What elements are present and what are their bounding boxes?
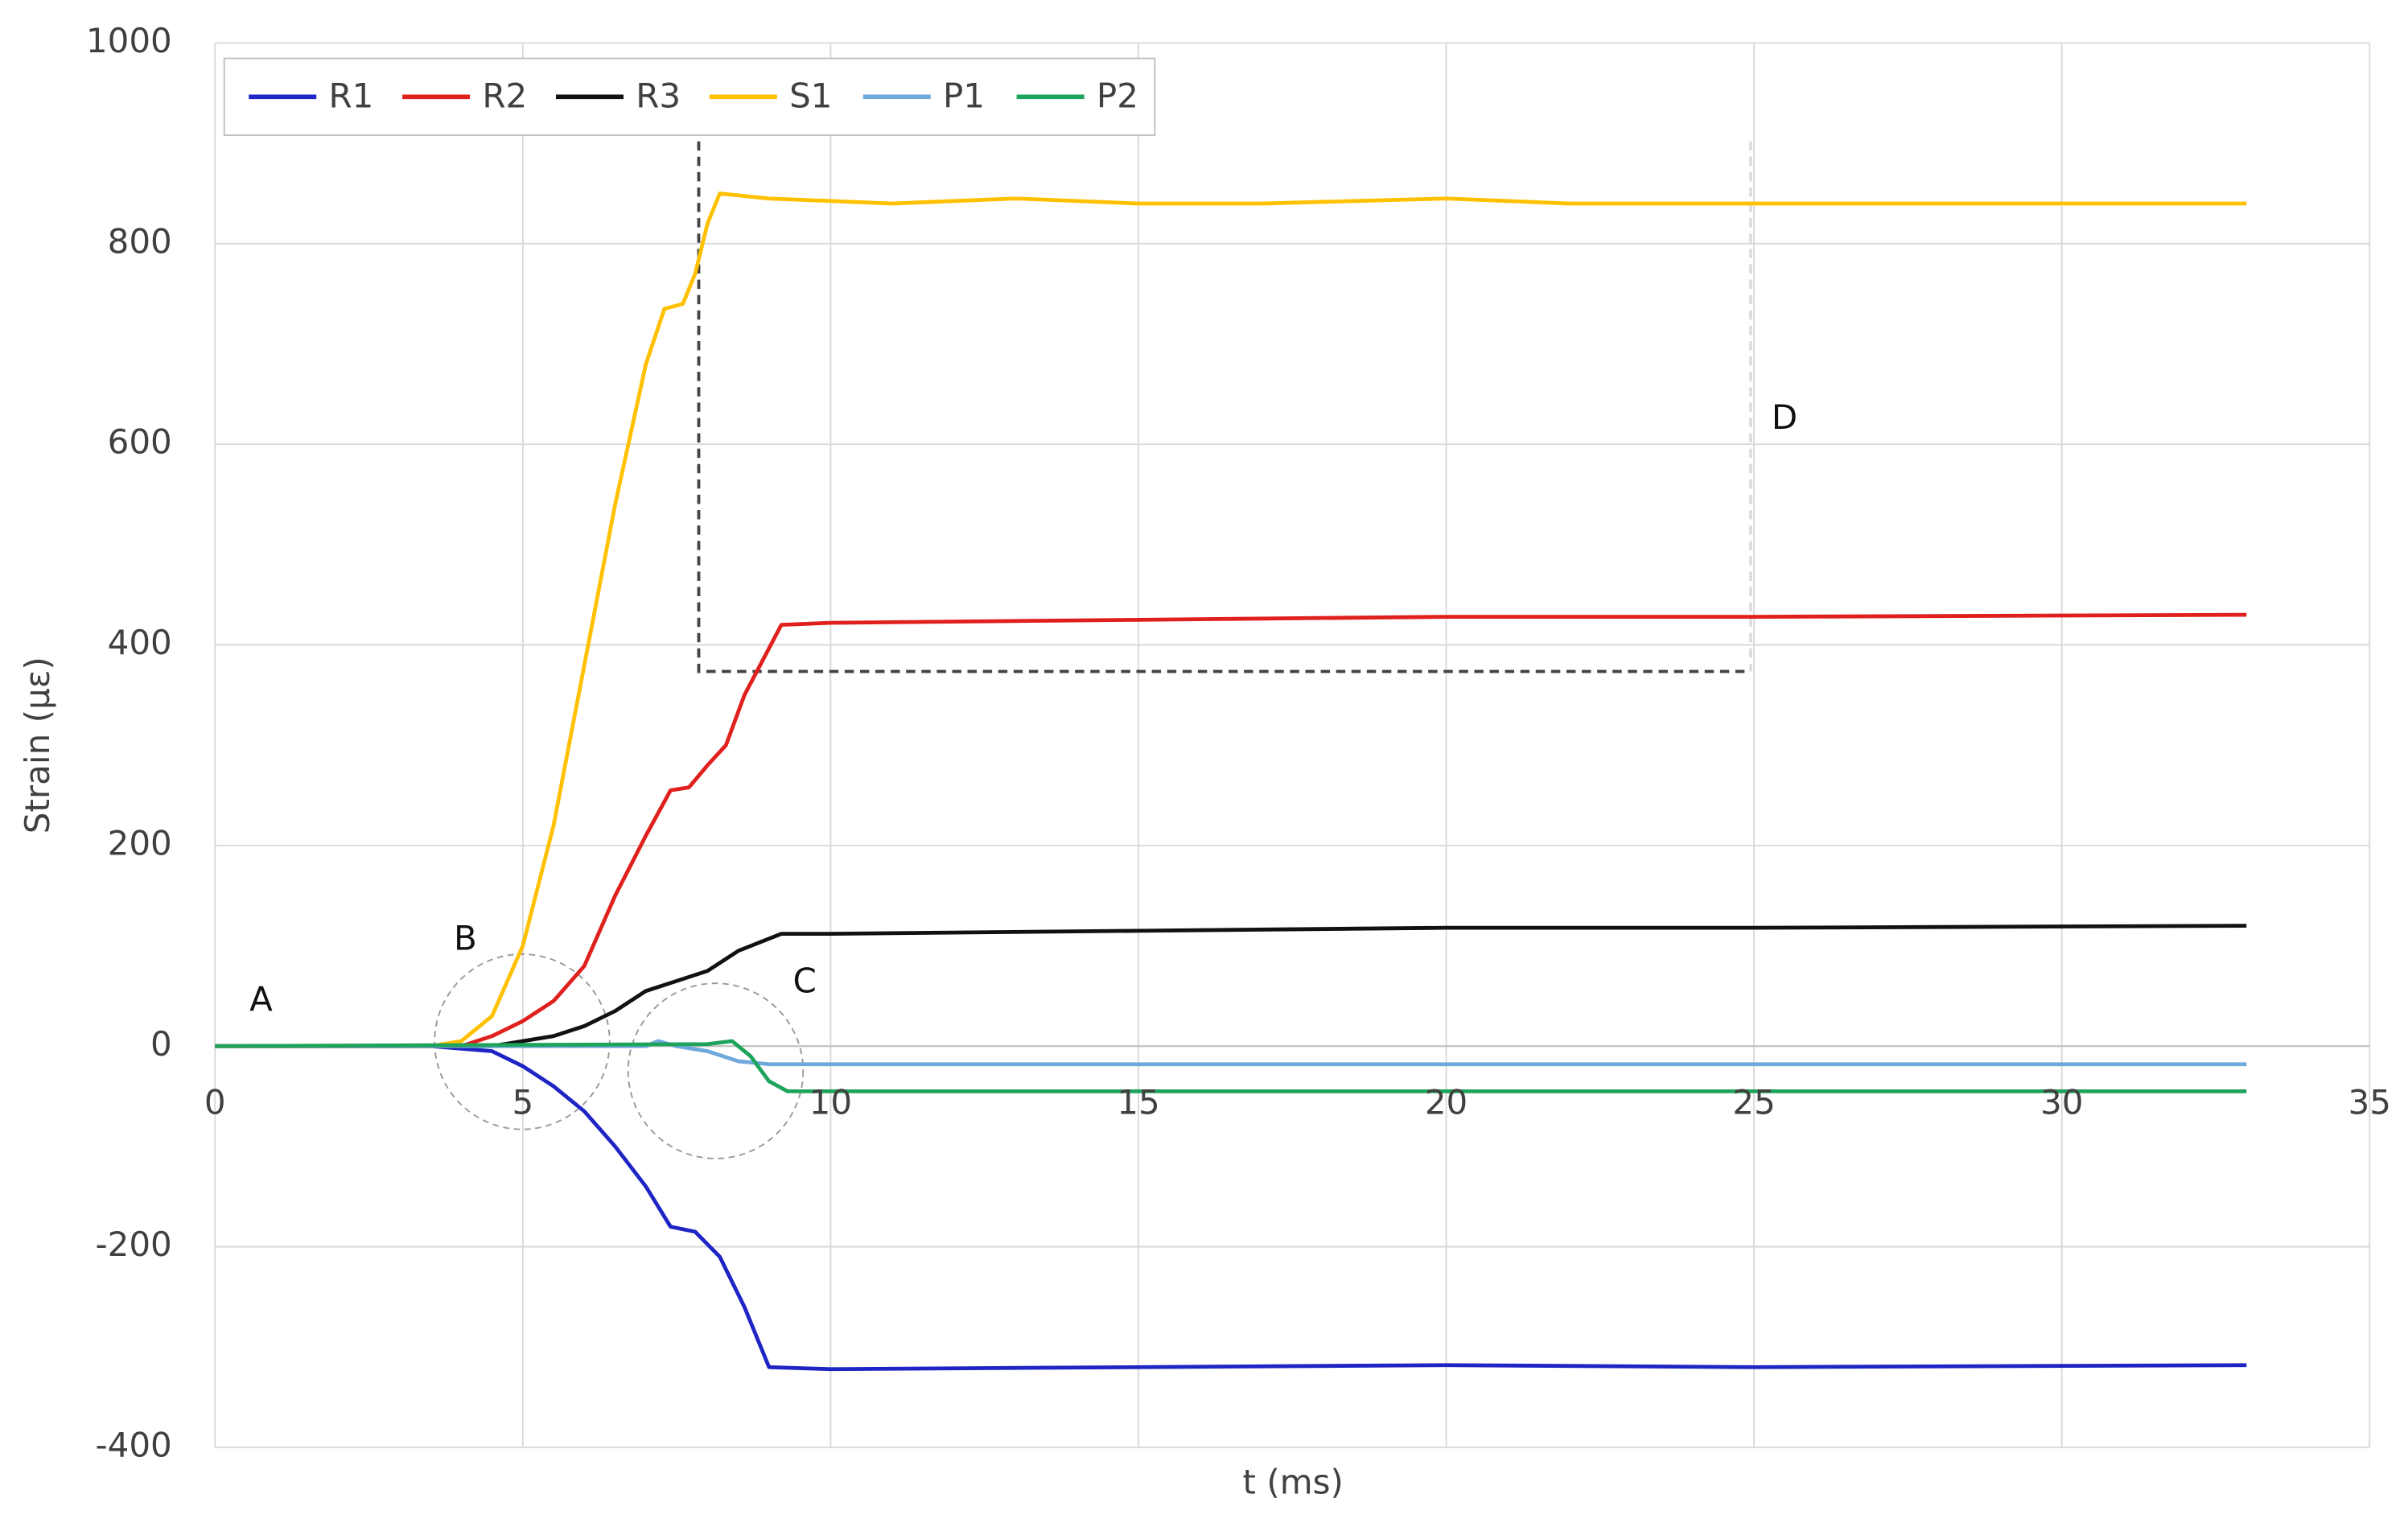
annotation: B: [454, 918, 477, 957]
x-tick-label: 15: [1117, 1082, 1159, 1122]
y-tick-label: -400: [95, 1425, 171, 1464]
circle-c: [627, 982, 805, 1159]
x-tick-label: 10: [809, 1082, 852, 1122]
circle-b: [434, 953, 611, 1130]
y-tick-label: 800: [108, 221, 172, 261]
series-line: [215, 924, 2247, 1048]
y-tick-label: -200: [95, 1225, 171, 1264]
series-line: [215, 1044, 2247, 1372]
legend: R1 R2 R3 S1 P1 P2: [223, 57, 1156, 137]
x-axis-title: t (ms): [1243, 1462, 1344, 1501]
x-tick-label: 0: [204, 1082, 226, 1122]
x-tick-label: 20: [1425, 1082, 1467, 1122]
labels: -400 -200 0 200 400 600 800 1000 0 5 10 15 20 25 30 35 R…: [86, 21, 2391, 1465]
x-tick-label: 25: [1732, 1082, 1775, 1122]
legend-label: P1: [943, 76, 985, 116]
dashed-box: [697, 141, 1751, 673]
legend-label: R1: [328, 76, 373, 116]
y-tick-label: 200: [108, 823, 172, 862]
legend-label: R2: [482, 76, 527, 116]
legend-label: R3: [636, 76, 681, 116]
y-axis-title: Strain (με): [18, 657, 57, 834]
annotation: C: [793, 961, 817, 1001]
y-tick-label: 1000: [86, 21, 172, 60]
grid: [214, 42, 2371, 1448]
annotation: A: [249, 980, 273, 1019]
series-line: [215, 1039, 2247, 1093]
y-tick-label: 400: [108, 623, 172, 662]
legend-label: S1: [789, 76, 832, 116]
y-tick-label: 600: [108, 422, 172, 462]
legend-box: [223, 57, 1156, 137]
x-tick-label: 5: [512, 1082, 533, 1122]
series-line: [215, 191, 2247, 1048]
x-tick-label: 35: [2348, 1082, 2391, 1122]
annotation-shapes: [434, 141, 1752, 1159]
legend-label: P2: [1097, 76, 1138, 116]
series-line: [215, 612, 2247, 1048]
plot: [215, 191, 2247, 1372]
annotation: D: [1772, 397, 1797, 437]
y-tick-label: 0: [150, 1024, 172, 1064]
x-tick-label: 30: [2040, 1082, 2083, 1122]
